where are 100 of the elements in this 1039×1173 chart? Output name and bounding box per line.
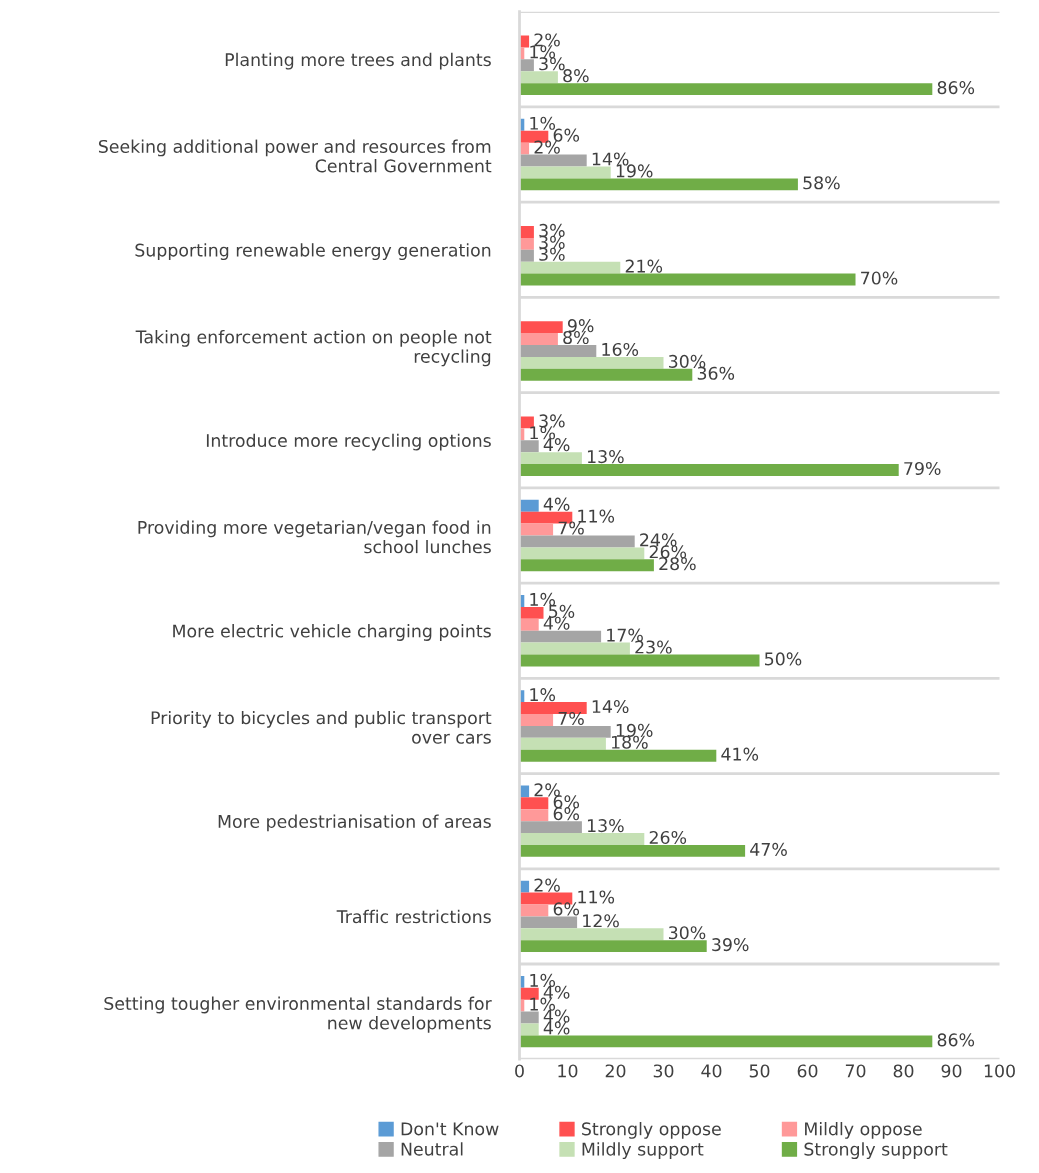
data-label: 11% [578, 890, 615, 904]
data-label: 2% [534, 878, 560, 892]
data-label: 3% [539, 247, 565, 261]
data-label: 28% [659, 557, 696, 571]
bar [519, 345, 597, 357]
y-tick-label: Priority to bicycles and public transport over cars [151, 710, 492, 744]
data-label: 1% [530, 592, 556, 606]
bar [519, 654, 760, 667]
data-label: 79% [904, 461, 941, 476]
data-label: 3% [539, 414, 565, 428]
legend-label: Strongly support [804, 1142, 948, 1160]
bar [519, 535, 635, 548]
y-tick-label: Traffic restrictions [336, 909, 491, 924]
bar [519, 737, 606, 750]
data-label: 7% [558, 521, 584, 535]
data-label: 4% [543, 497, 570, 511]
data-label: 13% [587, 819, 624, 833]
data-label: 70% [861, 271, 898, 285]
bar [519, 714, 554, 726]
bar [519, 809, 549, 822]
bar [519, 59, 534, 72]
data-label: 3% [539, 223, 565, 237]
data-label: 24% [640, 533, 677, 547]
x-tick-label: 90 [941, 1064, 962, 1078]
x-tick-label: 80 [893, 1064, 914, 1078]
bar [519, 606, 544, 619]
bar [519, 547, 645, 560]
y-tick-label: Taking enforcement action on people not recycling [135, 330, 492, 367]
bar [519, 71, 558, 84]
x-tick-label: 50 [749, 1064, 770, 1078]
legend-label: Mildly oppose [805, 1121, 922, 1139]
data-label: 5% [549, 604, 575, 618]
bar [519, 321, 563, 334]
data-label: 30% [669, 354, 706, 368]
data-label: 4% [543, 1021, 570, 1035]
bar [519, 273, 856, 286]
bar [519, 333, 558, 346]
data-label: 19% [616, 723, 653, 737]
data-label: 17% [607, 628, 643, 642]
data-label: 50% [765, 652, 802, 666]
y-tick-label: More pedestrianisation of areas [218, 814, 491, 832]
data-label: 2% [534, 140, 560, 154]
data-label: 6% [553, 902, 580, 916]
x-tick-label: 20 [605, 1064, 626, 1078]
y-tick-label: Supporting renewable energy generation [135, 243, 491, 260]
legend-label: Strongly oppose [582, 1121, 721, 1139]
data-label: 14% [592, 152, 629, 166]
legend-label: Neutral [401, 1142, 463, 1156]
bar [519, 833, 645, 845]
bar [519, 630, 602, 643]
data-label: 86% [937, 81, 975, 95]
data-label: 1% [530, 973, 556, 987]
bar [519, 749, 717, 762]
data-label: 1% [530, 997, 556, 1011]
data-label: 13% [587, 450, 624, 464]
data-label: 2% [534, 33, 560, 47]
y-tick-label: Providing more vegetarian/vegan food in school lunches [138, 520, 491, 554]
data-label: 2% [534, 783, 560, 797]
bar [519, 940, 707, 953]
data-label: 1% [530, 688, 556, 702]
x-tick-label: 10 [558, 1064, 578, 1078]
bar [519, 844, 746, 857]
data-label: 4% [543, 438, 570, 452]
data-label: 3% [539, 57, 565, 71]
data-label: 4% [543, 616, 570, 630]
y-tick-label: Introduce more recycling options [206, 433, 491, 451]
data-label: 7% [558, 711, 584, 726]
data-label: 23% [635, 640, 672, 654]
data-label: 3% [539, 235, 565, 249]
data-label: 4% [543, 985, 570, 999]
bar [519, 1011, 539, 1024]
data-label: 26% [649, 830, 687, 845]
x-tick-label: 100 [984, 1064, 1015, 1078]
x-tick-label: 70 [845, 1064, 866, 1078]
bar [519, 821, 582, 834]
bar [519, 559, 654, 572]
y-tick-label: More electric vehicle charging points [173, 624, 491, 641]
data-label: 6% [553, 795, 580, 809]
bar [519, 440, 539, 453]
bar [519, 916, 578, 929]
y-tick-label: Planting more trees and plants [225, 52, 491, 70]
legend-label: Don't Know [401, 1122, 499, 1136]
bar [519, 618, 539, 631]
bar [519, 356, 664, 369]
bar [519, 499, 539, 512]
data-label: 21% [625, 259, 663, 273]
data-label: 9% [567, 319, 594, 333]
x-tick-label: 30 [653, 1064, 674, 1078]
data-label: 4% [543, 1009, 570, 1023]
bar [519, 178, 798, 191]
data-label: 6% [553, 128, 580, 142]
data-label: 8% [563, 69, 589, 83]
bar [519, 249, 534, 262]
bar [519, 904, 549, 917]
bar [519, 1035, 933, 1048]
data-label: 19% [616, 164, 653, 178]
bar [519, 464, 899, 476]
data-label: 16% [602, 342, 639, 357]
data-label: 58% [803, 176, 840, 190]
data-label: 47% [750, 842, 787, 856]
